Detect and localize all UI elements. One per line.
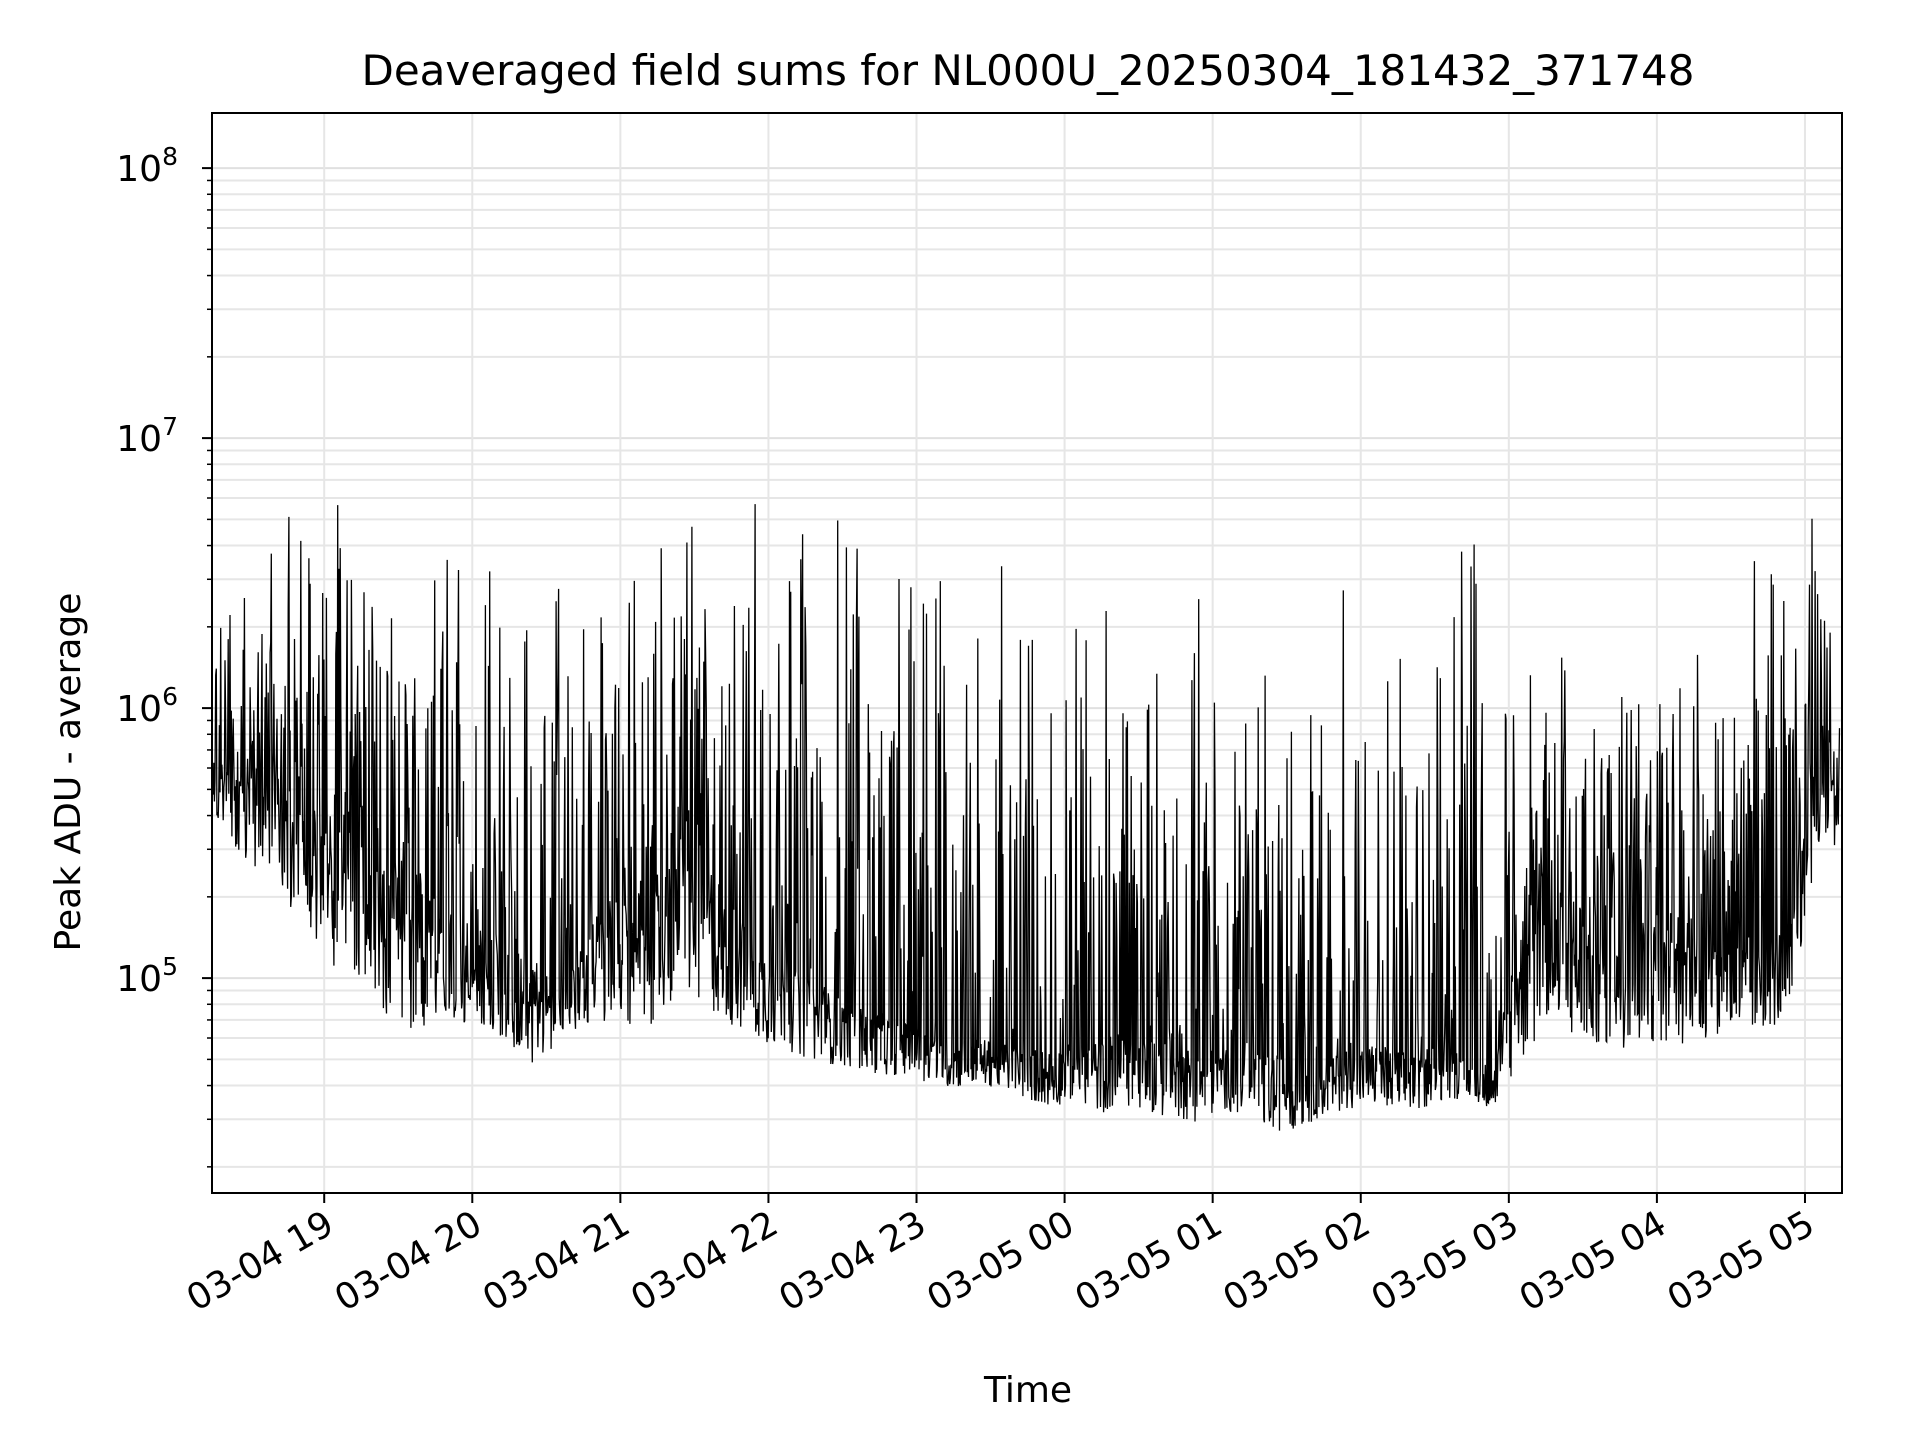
x-tick-label: 03-04 23: [772, 1203, 933, 1319]
x-tick-label: 03-04 22: [624, 1203, 785, 1319]
chart-title: Deaveraged field sums for NL000U_2025030…: [361, 46, 1694, 95]
x-tick-label: 03-05 05: [1661, 1203, 1822, 1319]
y-tick-label: 105: [116, 952, 178, 1000]
x-tick-label: 03-05 00: [920, 1203, 1081, 1319]
y-axis: 105 106 107 108: [116, 142, 212, 1168]
x-axis-label: Time: [983, 1370, 1072, 1411]
x-tick-label: 03-04 21: [476, 1203, 637, 1319]
y-tick-label: 106: [116, 682, 178, 730]
y-tick-label: 108: [116, 142, 178, 190]
y-axis-label: Peak ADU - average: [48, 593, 89, 952]
x-tick-label: 03-05 04: [1513, 1203, 1674, 1319]
y-tick-label: 107: [116, 412, 178, 460]
x-tick-label: 03-04 20: [328, 1203, 489, 1319]
x-tick-label: 03-05 03: [1365, 1203, 1526, 1319]
x-tick-label: 03-04 19: [180, 1203, 341, 1319]
plot-frame: [211, 112, 1843, 1194]
series-line: [212, 504, 1841, 1131]
series-path: [212, 504, 1841, 1131]
x-tick-label: 03-05 01: [1068, 1203, 1229, 1319]
x-tick-label: 03-05 02: [1217, 1203, 1378, 1319]
